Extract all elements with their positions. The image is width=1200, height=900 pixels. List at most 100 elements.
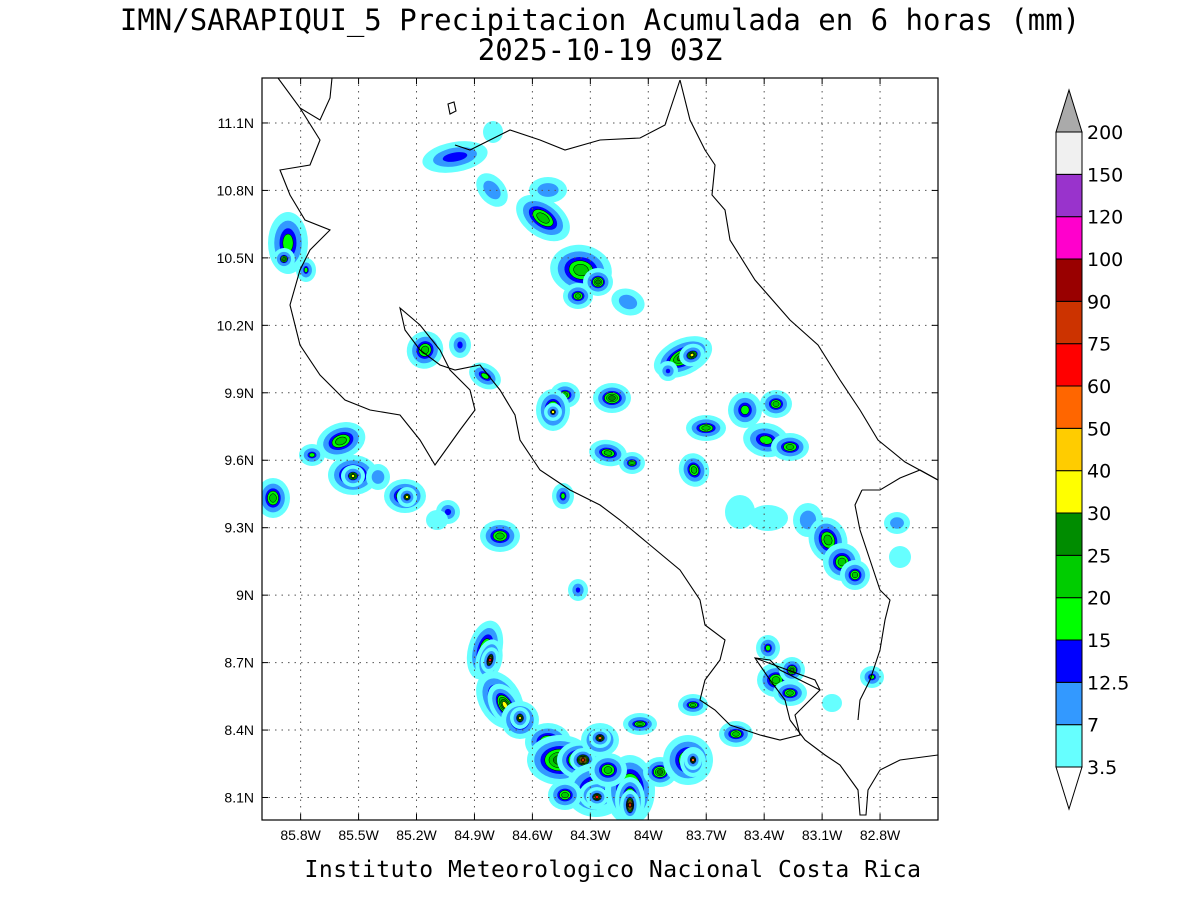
colorbar-swatch [1055,554,1083,599]
precip-cell [589,728,611,748]
colorbar-label: 7 [1087,715,1099,737]
precip-cell [449,332,471,358]
precip-cell [568,579,588,601]
precip-contour [748,505,788,531]
precip-cell [548,780,582,810]
precip-contour [765,644,771,652]
colorbar-label: 75 [1087,334,1111,356]
precip-contour [786,690,794,696]
precip-cell [760,390,792,418]
precip-contour [483,180,501,200]
precip-contour [351,474,355,478]
lon-tick-label: 85.2W [396,827,437,843]
precip-contour [732,731,740,737]
colorbar-swatch [1055,258,1083,302]
colorbar-legend: 3.5 7 12.5 15 20 25 30 40 50 60 75 90 100 120 150 200 [1055,88,1129,811]
lon-tick-label: 85.5W [338,827,379,843]
precip-cell [678,694,708,716]
precip-cell [719,721,753,747]
precip-contour [690,466,698,474]
lat-tick-label: 11.1N [218,115,254,131]
precip-cell [299,444,325,466]
precip-cell [586,787,608,807]
coastlines-borders [277,78,938,816]
precip-contour [457,341,463,349]
colorbar-label: 30 [1087,503,1111,525]
precip-cell [480,647,500,673]
precip-contour [598,736,602,740]
precip-contour [551,410,555,414]
precip-cell [296,258,316,282]
precip-contour [608,395,616,401]
precip-cell [884,512,910,534]
precip-cell [544,403,562,421]
lat-tick-label: 10.5N [217,250,254,266]
lat-tick-label: 9.6N [224,452,254,468]
colorbar-swatch [1055,343,1083,387]
colorbar-swatch [1055,300,1083,345]
precip-cell [593,383,631,413]
precip-cell [771,433,809,461]
precip-contour [282,257,286,261]
precip-contour [561,791,569,799]
precip-contour [837,557,847,567]
lon-tick-label: 83.1W [802,827,843,843]
colorbar-label: 12.5 [1087,672,1129,694]
precip-cell [341,465,365,487]
precip-contour [759,435,773,445]
precip-cell [476,173,508,207]
precip-contour [483,121,503,143]
map-frame [261,77,939,821]
colorbar-swatch [1055,427,1083,472]
precip-cell [748,505,788,531]
precip-contour [665,368,671,374]
precip-cell [619,452,645,474]
colorbar-swatch [1055,597,1083,641]
precip-contour [581,758,585,762]
precip-cell [840,560,870,590]
colorbar-label: 50 [1087,418,1111,440]
precipitation-field [262,121,911,820]
precip-contour [595,795,599,799]
precip-cell [679,343,705,367]
lon-tick-label: 83.4W [744,827,785,843]
precip-contour [690,353,694,357]
colorbar-label: 120 [1087,207,1123,229]
colorbar-top-arrow [1055,88,1083,133]
colorbar-label: 25 [1087,545,1111,567]
colorbar-label: 60 [1087,376,1111,398]
precip-contour [636,722,644,726]
lon-tick-label: 82.8W [860,827,901,843]
precip-contour [851,571,859,579]
precip-contour [618,294,638,310]
lat-tick-label: 8.4N [224,722,254,738]
precip-contour [823,534,833,546]
precip-cell [686,415,726,441]
precip-contour [785,444,795,450]
precip-contour [575,587,581,593]
precip-cell [684,750,702,770]
precip-contour [536,212,550,224]
footer-credit: Instituto Meteorologico Nacional Costa R… [305,857,922,883]
precip-cell [728,392,762,428]
precip-contour [560,492,566,500]
precip-cell [397,487,417,507]
colorbar-label: 200 [1087,122,1123,144]
colorbar-label: 3.5 [1087,757,1117,779]
precip-contour [444,508,452,516]
colorbar-swatch [1055,512,1083,556]
precip-contour [488,658,492,662]
lon-tick-label: 84.3W [570,827,611,843]
precip-contour [573,263,589,277]
colorbar-swatch [1055,639,1083,683]
colorbar-swatch [1055,470,1083,514]
precip-cell [483,121,503,143]
precip-cell [779,657,805,683]
precip-cell [552,483,574,509]
precip-contour [656,769,664,775]
colorbar-bottom-arrow [1055,766,1083,811]
lon-tick-label: 84.9W [454,827,495,843]
colorbar-swatch [1055,724,1083,768]
colorbar-swatch [1055,131,1083,175]
precip-cell [589,439,627,467]
